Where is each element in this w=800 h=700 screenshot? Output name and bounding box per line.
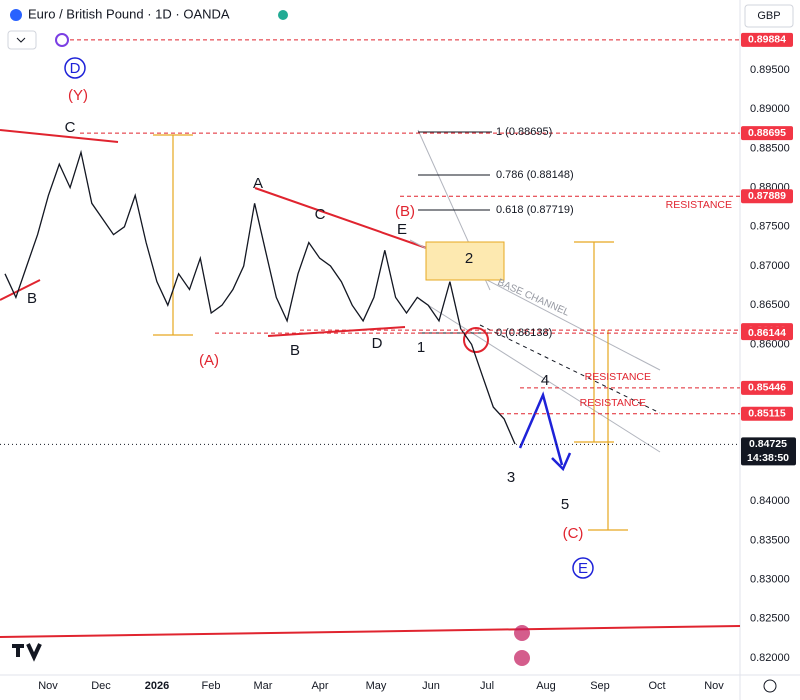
- fib-label: 1 (0.88695): [496, 126, 552, 138]
- projection-arrow: [518, 391, 572, 472]
- status-dot: [278, 10, 288, 20]
- price-tag-label: 0.86144: [748, 327, 786, 339]
- wave-label: (B): [395, 203, 415, 220]
- wave-label: B: [290, 342, 300, 359]
- x-tick-label: Sep: [590, 680, 610, 692]
- x-tick-label: Dec: [91, 680, 111, 692]
- price-tag-label: 0.87889: [748, 190, 786, 202]
- fib-label: 0 (0.86138): [496, 327, 552, 339]
- wave-label: 2: [465, 250, 473, 267]
- symbol-icon: [10, 9, 22, 21]
- x-tick-label: Oct: [648, 680, 665, 692]
- price-tag: [741, 32, 793, 47]
- measure-lines: [153, 134, 628, 531]
- channel-label: BASE CHANNEL: [496, 277, 571, 319]
- last-price-label: 0.84725: [749, 438, 787, 450]
- indicator-icon: [55, 33, 69, 47]
- wave-label: C: [65, 119, 76, 136]
- last-price-tag: [741, 437, 796, 466]
- fib-label: 0.618 (0.87719): [496, 204, 574, 216]
- wave-label: (Y): [68, 87, 88, 104]
- y-tick-label: 0.86000: [750, 338, 790, 350]
- wave-circle: [64, 57, 86, 79]
- wave-circle: [572, 557, 594, 579]
- resistance-label: RESISTANCE: [585, 371, 651, 383]
- collapse-button[interactable]: [7, 30, 37, 50]
- y-tick-label: 0.87000: [750, 260, 790, 272]
- y-tick-label: 0.89000: [750, 103, 790, 115]
- wave-label: E: [397, 221, 407, 238]
- event-icon[interactable]: [514, 625, 530, 641]
- x-tick-label: Jun: [422, 680, 440, 692]
- y-tick-label: 0.83500: [750, 534, 790, 546]
- y-tick-label: 0.88500: [750, 142, 790, 154]
- price-tag-label: 0.85446: [748, 382, 786, 394]
- trendlines: [0, 129, 741, 638]
- wave-label: 1: [417, 339, 425, 356]
- y-tick-label: 0.89500: [750, 64, 790, 76]
- price-line: [4, 149, 516, 445]
- settings-icon[interactable]: [763, 679, 777, 693]
- price-tag-label: 0.85115: [748, 408, 786, 420]
- price-tag: [741, 406, 793, 421]
- y-tick-label: 0.86500: [750, 299, 790, 311]
- x-tick-label: Feb: [202, 680, 221, 692]
- wave-label: E: [578, 560, 588, 577]
- price-tag-label: 0.88695: [748, 127, 786, 139]
- wave-label: A: [253, 175, 263, 192]
- wave-label: D: [372, 335, 383, 352]
- resistance-label: RESISTANCE: [580, 397, 646, 409]
- wave-label: (A): [199, 352, 219, 369]
- currency-button[interactable]: [744, 4, 794, 28]
- fib-label: 0.786 (0.88148): [496, 169, 574, 181]
- zone-box: [425, 241, 505, 281]
- tv-logo: [12, 643, 42, 662]
- wave-label: C: [315, 206, 326, 223]
- x-tick-label: Nov: [38, 680, 58, 692]
- event-icon[interactable]: [514, 650, 530, 666]
- resistance-label: RESISTANCE: [666, 199, 732, 211]
- x-tick-label: Jul: [480, 680, 494, 692]
- price-tag: [741, 380, 793, 395]
- x-tick-label: Mar: [254, 680, 273, 692]
- currency: GBP: [757, 10, 780, 22]
- y-tick-label: 0.83000: [750, 574, 790, 586]
- chart-title: Euro / British Pound · 1D · OANDA: [28, 6, 230, 21]
- price-tag: [741, 126, 793, 141]
- y-tick-label: 0.84000: [750, 495, 790, 507]
- x-tick-label: Nov: [704, 680, 724, 692]
- price-tag: [741, 326, 793, 341]
- x-tick-label: Aug: [536, 680, 556, 692]
- wave-label: B: [27, 290, 37, 307]
- wave-label: (C): [563, 525, 584, 542]
- wave-label: D: [70, 60, 81, 77]
- wave-label: 3: [507, 469, 515, 486]
- projection-line: [479, 324, 661, 414]
- x-tick-label: Apr: [311, 680, 328, 692]
- y-tick-label: 0.82500: [750, 613, 790, 625]
- highlight-circle: [463, 327, 489, 353]
- wave-label: 5: [561, 496, 569, 513]
- price-tag: [741, 189, 793, 204]
- price-tag-label: 0.89884: [748, 34, 786, 46]
- y-tick-label: 0.82000: [750, 652, 790, 664]
- countdown: 14:38:50: [747, 452, 789, 464]
- x-tick-label: May: [366, 680, 387, 692]
- y-tick-label: 0.87500: [750, 221, 790, 233]
- x-tick-label: 2026: [145, 680, 169, 692]
- wave-label: 4: [541, 372, 549, 389]
- chevron: [16, 37, 26, 43]
